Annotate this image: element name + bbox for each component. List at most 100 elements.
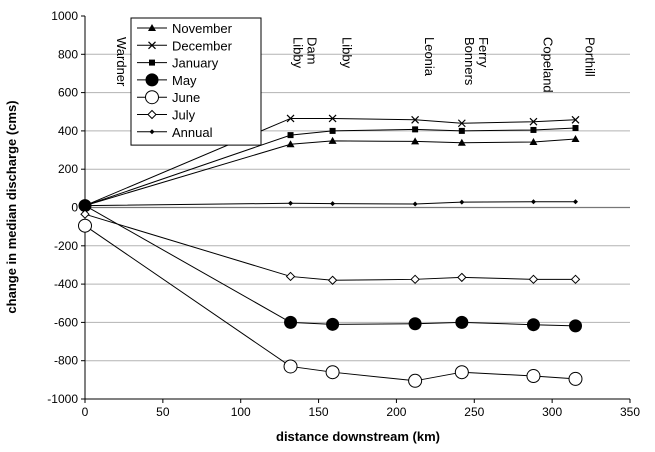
point-january bbox=[287, 132, 294, 139]
legend-item-annual: Annual bbox=[137, 125, 213, 140]
point-december bbox=[286, 114, 295, 123]
location-copeland: Copeland bbox=[540, 37, 555, 93]
y-tick-label: -1000 bbox=[47, 392, 78, 406]
point-january bbox=[530, 126, 537, 133]
point-november bbox=[457, 138, 466, 146]
y-tick-label: 1000 bbox=[51, 9, 78, 23]
x-tick-label: 250 bbox=[464, 405, 484, 419]
x-tick-label: 150 bbox=[309, 405, 329, 419]
point-december bbox=[571, 115, 580, 124]
location-label: Leonia bbox=[422, 37, 437, 77]
location-wardner: Wardner bbox=[114, 37, 129, 87]
marker-stroke bbox=[148, 41, 156, 50]
series-line-november bbox=[84, 138, 576, 207]
point-july bbox=[570, 274, 581, 285]
series-group bbox=[78, 114, 583, 388]
location-label: Copeland bbox=[540, 37, 555, 93]
series-line-june bbox=[84, 225, 576, 382]
y-tick-label: -200 bbox=[54, 239, 78, 253]
point-annual bbox=[412, 201, 418, 207]
point-may bbox=[569, 319, 582, 333]
series-line-may bbox=[84, 205, 576, 327]
location-labels: Wardner Libby Dam Libby Leonia Bonners Ferry Co… bbox=[114, 37, 598, 93]
point-july bbox=[528, 274, 539, 285]
legend-label-may: May bbox=[172, 73, 197, 88]
point-june bbox=[325, 365, 340, 380]
series-june bbox=[78, 218, 583, 388]
legend-item-july: July bbox=[137, 108, 196, 123]
y-tick-label: 600 bbox=[58, 86, 78, 100]
location-label: Libby bbox=[291, 37, 306, 69]
marker-stroke bbox=[328, 114, 337, 123]
location-bonners-ferry: Bonners Ferry bbox=[462, 37, 491, 86]
point-june bbox=[526, 369, 541, 384]
point-may bbox=[326, 317, 340, 331]
legend-label-december: December bbox=[172, 38, 233, 53]
point-may bbox=[408, 317, 422, 331]
point-december bbox=[411, 115, 420, 124]
y-tick-label: 400 bbox=[58, 124, 78, 138]
legend-marker-july bbox=[147, 109, 157, 120]
legend-label-annual: Annual bbox=[172, 125, 213, 140]
marker-stroke bbox=[286, 114, 295, 123]
legend-marker-annual bbox=[149, 129, 155, 135]
legend-label-november: November bbox=[172, 21, 233, 36]
x-axis-title: distance downstream (km) bbox=[276, 429, 440, 444]
point-december bbox=[457, 119, 466, 128]
point-november bbox=[571, 134, 580, 142]
location-porthill: Porthill bbox=[583, 37, 598, 77]
location-label: Porthill bbox=[583, 37, 598, 77]
point-annual bbox=[330, 201, 336, 207]
legend-marker-december bbox=[148, 41, 156, 50]
series-may bbox=[78, 199, 582, 333]
point-december bbox=[328, 114, 337, 123]
y-tick-label: -600 bbox=[54, 315, 78, 329]
point-annual bbox=[82, 203, 88, 209]
point-july bbox=[327, 275, 338, 285]
marker-stroke bbox=[411, 115, 420, 124]
point-annual bbox=[530, 199, 536, 205]
point-may bbox=[455, 315, 469, 329]
y-tick-label: 800 bbox=[58, 47, 78, 61]
location-label: Dam bbox=[305, 37, 320, 64]
point-december bbox=[529, 117, 538, 126]
location-label: Bonners bbox=[462, 37, 477, 86]
point-july bbox=[457, 272, 467, 283]
legend-marker-january bbox=[149, 59, 155, 66]
y-tick-label: -800 bbox=[54, 354, 78, 368]
point-annual bbox=[573, 199, 578, 205]
legend-box bbox=[130, 17, 262, 146]
point-july bbox=[410, 274, 420, 285]
legend-item-january: January bbox=[137, 56, 219, 71]
x-tick-label: 0 bbox=[82, 405, 89, 419]
point-november bbox=[328, 136, 337, 144]
legend-item-december: December bbox=[137, 38, 233, 53]
point-november bbox=[286, 140, 295, 148]
series-july bbox=[80, 209, 581, 285]
point-november bbox=[529, 138, 538, 146]
x-tick-label: 100 bbox=[231, 405, 251, 419]
point-january bbox=[412, 126, 419, 133]
y-tick-label: 0 bbox=[71, 201, 78, 215]
point-june bbox=[78, 218, 92, 233]
legend-label-january: January bbox=[172, 56, 219, 71]
point-june bbox=[408, 373, 423, 388]
x-tick-label: 350 bbox=[620, 405, 640, 419]
x-tick-label: 200 bbox=[386, 405, 406, 419]
y-tick-label: 200 bbox=[58, 162, 78, 176]
legend-item-june: June bbox=[137, 90, 200, 105]
point-annual bbox=[288, 200, 294, 206]
location-label: Wardner bbox=[114, 37, 129, 87]
location-label: Ferry bbox=[476, 37, 491, 68]
legend-item-may: May bbox=[137, 73, 197, 88]
point-june bbox=[283, 359, 298, 374]
point-annual bbox=[459, 199, 465, 205]
point-july bbox=[80, 209, 90, 219]
location-libby-dam: Libby Dam bbox=[291, 37, 320, 69]
y-tick-label: -400 bbox=[54, 277, 78, 291]
point-june bbox=[454, 365, 469, 380]
marker-stroke bbox=[457, 119, 466, 128]
point-july bbox=[285, 271, 296, 282]
point-january bbox=[572, 125, 579, 132]
